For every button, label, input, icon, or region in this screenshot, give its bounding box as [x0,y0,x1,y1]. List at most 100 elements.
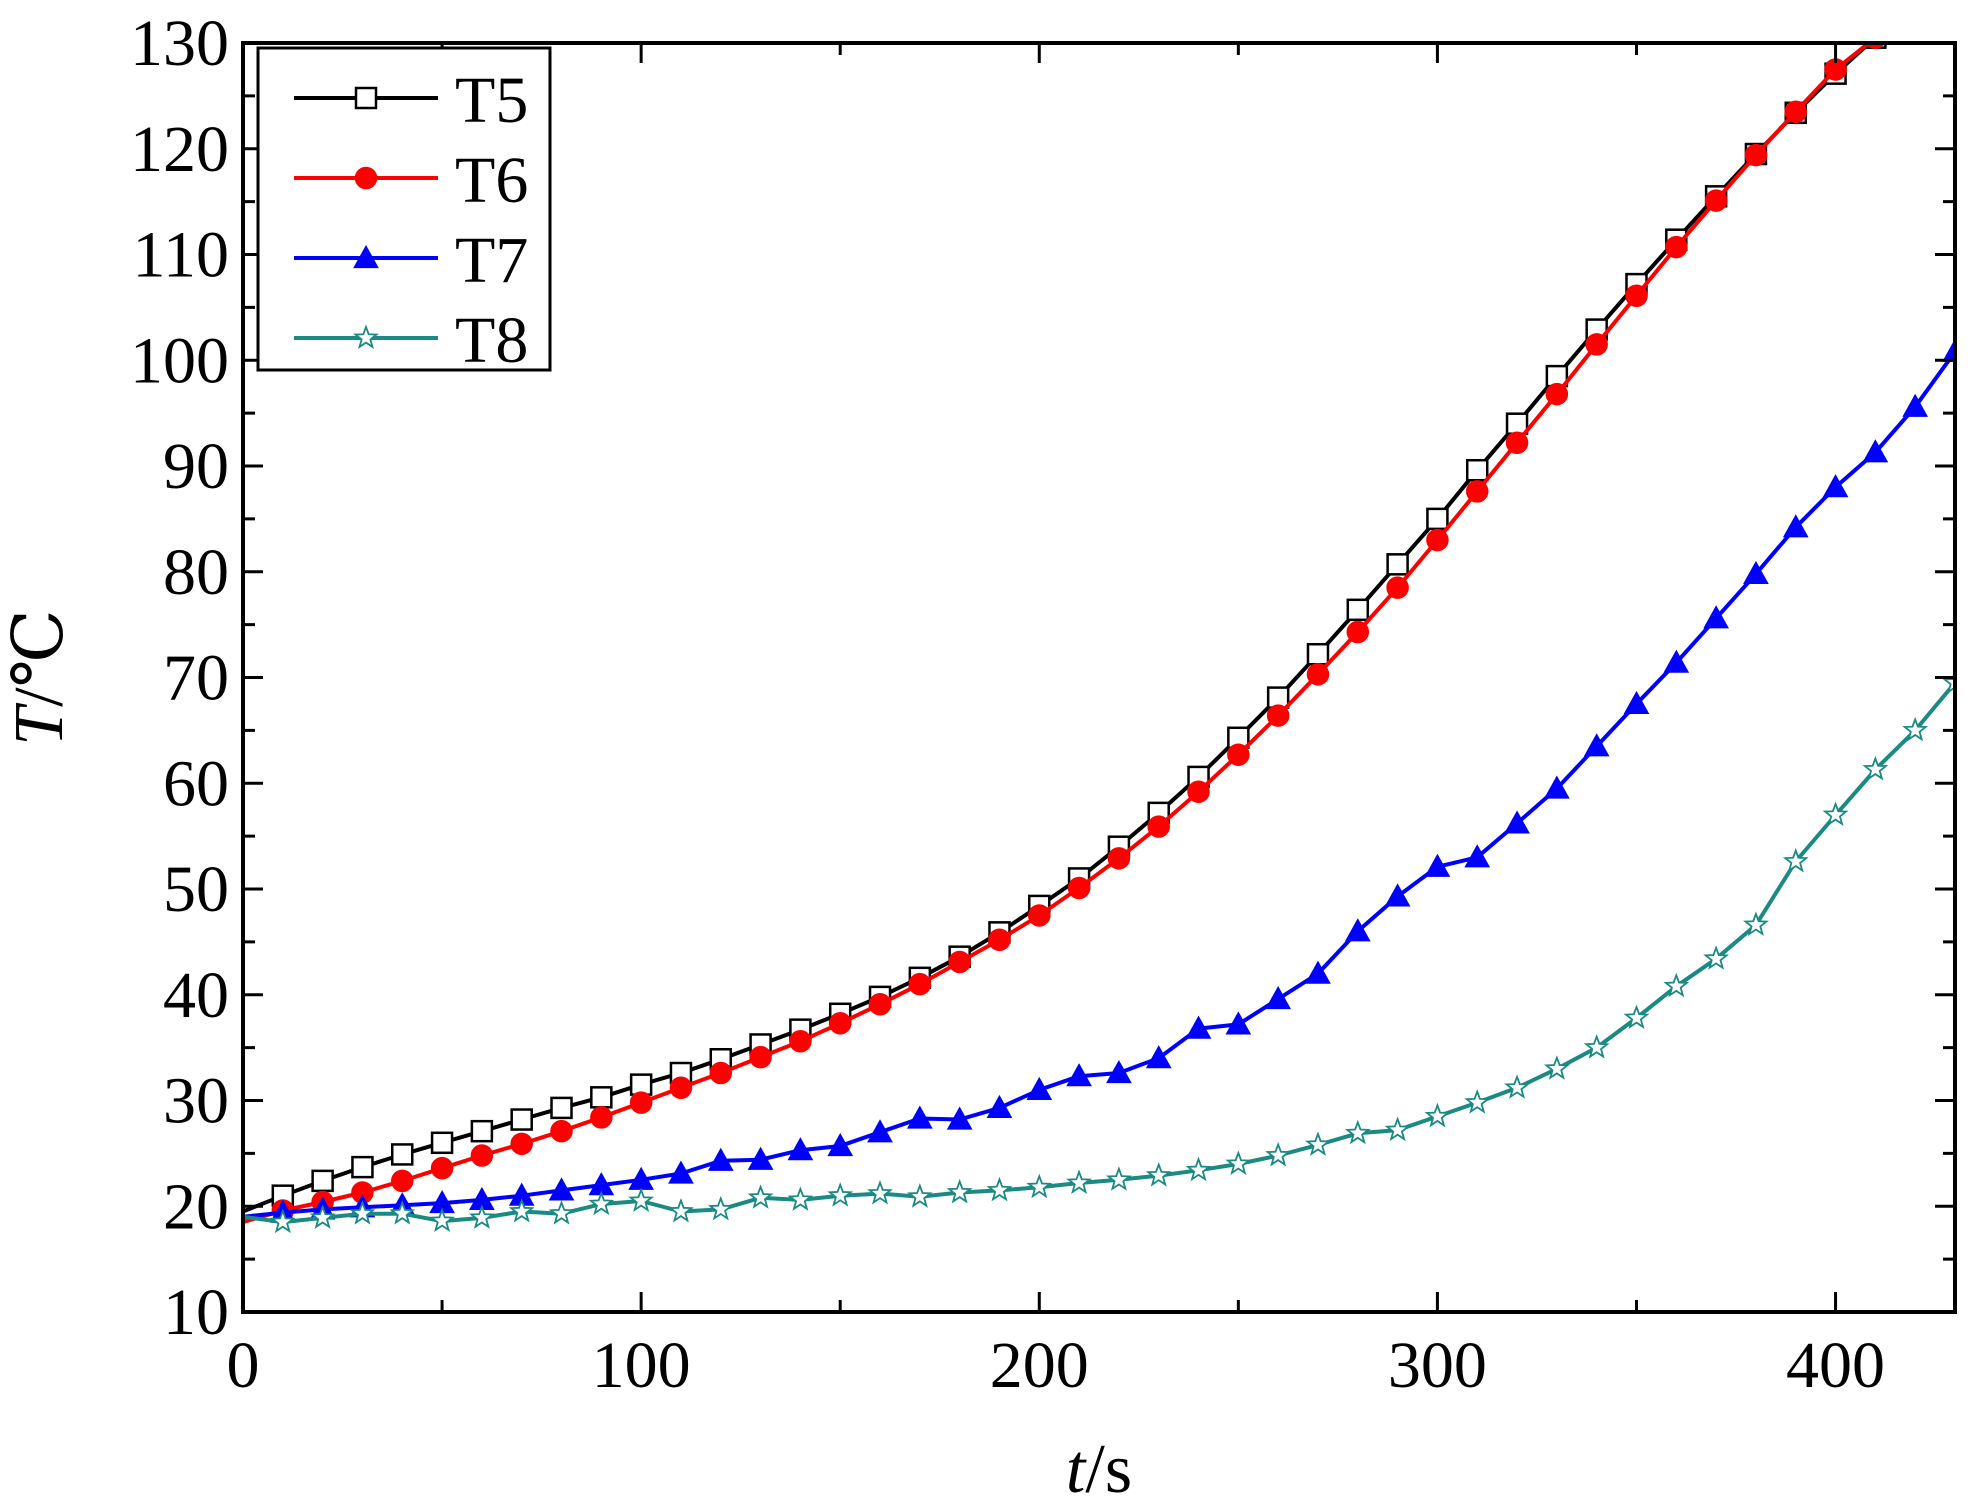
data-point-t8 [1105,1166,1132,1191]
data-point-t7 [1464,844,1491,868]
data-point-t6 [948,950,971,974]
data-point-t7 [668,1160,694,1184]
data-point-t7 [1822,474,1849,498]
data-point-t8 [867,1179,893,1205]
data-point-t7 [1663,649,1690,673]
data-point-t5 [590,1086,613,1109]
data-point-t8 [787,1186,814,1211]
data-point-t5 [1306,642,1330,666]
data-point-t6 [1465,480,1489,503]
data-point-t5 [1346,598,1370,622]
legend-swatch-marker [353,244,379,269]
data-point-t8 [747,1184,774,1209]
data-point-t8 [1862,755,1889,781]
legend-item-t8: T8 [294,304,528,377]
data-point-t5 [1465,458,1489,482]
data-point-t6 [1187,780,1210,803]
data-point-t5 [391,1143,414,1166]
data-point-t8 [1384,1116,1411,1142]
data-point-t8 [1185,1156,1212,1182]
data-point-t5 [430,1131,454,1155]
data-point-t8 [668,1197,694,1223]
data-point-t8 [707,1195,734,1221]
data-point-t8 [1464,1089,1491,1114]
data-point-t7 [1106,1059,1132,1084]
data-point-t6 [908,972,932,996]
data-point-t6 [510,1132,533,1156]
x-tick-label: 300 [1388,1329,1487,1402]
data-point-t7 [1862,439,1889,463]
data-point-t6 [1227,743,1250,766]
legend-item-t5: T5 [294,64,528,137]
data-point-t7 [1225,1011,1252,1035]
data-point-t8 [1424,1102,1451,1128]
data-point-t8 [1703,945,1730,970]
data-point-t6 [1386,576,1409,599]
legend-swatch-marker [354,86,378,110]
y-tick-label: 50 [163,853,229,926]
data-point-t8 [548,1200,575,1225]
legend-swatch-marker [354,166,378,190]
data-point-t8 [1902,716,1929,742]
data-point-t8 [1066,1169,1093,1194]
data-point-t7 [1583,733,1610,757]
data-point-t6 [828,1012,852,1035]
data-point-t7 [1185,1015,1212,1039]
data-point-t7 [1902,393,1929,417]
data-point-t6 [749,1045,772,1069]
x-axis-title-unit: /s [1085,1431,1132,1500]
data-point-t8 [1305,1131,1331,1156]
data-point-t5 [1386,553,1409,576]
data-point-t6 [1147,815,1170,838]
y-tick-label: 100 [130,324,229,397]
data-point-t6 [1426,528,1449,552]
y-tick-label: 20 [163,1170,229,1243]
data-point-t7 [1265,985,1292,1010]
data-point-t6 [1784,100,1807,123]
y-tick-label: 60 [163,747,229,820]
data-point-t8 [1822,801,1849,826]
data-point-t8 [1344,1119,1371,1145]
y-tick-label: 130 [130,7,229,80]
data-point-t6 [590,1106,613,1129]
data-point-t7 [1066,1063,1092,1087]
data-point-t6 [868,993,892,1016]
data-point-t8 [468,1204,495,1229]
data-point-t6 [1625,284,1648,307]
data-point-t8 [1504,1074,1530,1099]
data-point-t7 [1544,775,1570,799]
data-point-t8 [508,1197,535,1223]
data-point-t7 [1344,918,1371,942]
data-point-t8 [1145,1161,1172,1187]
data-point-t5 [1505,412,1529,435]
data-point-t8 [1623,1004,1650,1029]
data-point-t7 [906,1105,933,1129]
y-tick-label: 30 [163,1065,229,1138]
data-point-t6 [1306,663,1330,686]
data-point-t8 [986,1176,1013,1202]
y-tick-label: 80 [163,536,229,609]
data-point-t8 [389,1200,416,1225]
data-point-t8 [1225,1150,1252,1175]
y-tick-label: 10 [163,1276,229,1349]
data-point-t6 [470,1144,494,1167]
legend-label: T5 [455,64,528,137]
data-point-t8 [349,1200,376,1225]
data-point-t5 [1426,507,1449,531]
y-tick-label: 120 [130,113,229,186]
legend-item-t7: T7 [294,224,528,297]
axis-ticks: 0 100 200 300 400 10 20 30 40 50 60 70 80 90 100 110 120… [130,7,1955,1402]
data-point-t6 [1585,333,1608,356]
data-point-t8 [1782,847,1809,873]
y-axis-title: T/℃ [1,609,78,746]
data-point-t8 [1583,1034,1610,1059]
data-point-t8 [946,1178,973,1204]
data-point-t8 [269,1208,296,1234]
data-point-t8 [1265,1141,1292,1167]
series-layer [243,43,1955,1234]
plot-area-frame [241,41,1957,1314]
data-point-t7 [1145,1045,1172,1069]
legend-label: T6 [455,144,528,217]
x-tick-label: 0 [227,1329,260,1402]
data-point-t7 [548,1177,575,1201]
